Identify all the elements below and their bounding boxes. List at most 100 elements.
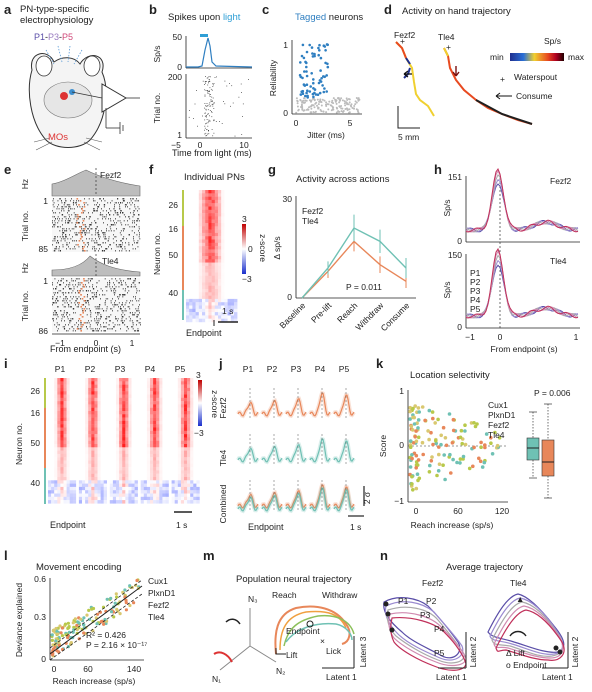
raster-spike (134, 232, 135, 234)
heat-cell (131, 394, 135, 398)
raster-spike (75, 234, 77, 236)
raster-spike (96, 242, 98, 244)
heat-cell (221, 239, 225, 243)
raster-spike (134, 204, 135, 206)
xtick-reach: Reach (335, 300, 360, 325)
heat-cell (103, 457, 107, 461)
heat-cell (224, 259, 228, 263)
heat-cell (125, 483, 129, 488)
raster-spike (59, 198, 61, 200)
heat-cell (60, 493, 64, 497)
heat-cell (184, 397, 188, 402)
heat-cell (60, 447, 64, 451)
heat-cell (184, 500, 188, 504)
raster-spike (52, 302, 54, 304)
point (436, 417, 440, 422)
heat-cell (85, 404, 89, 408)
heat-cell (150, 404, 154, 408)
heat-cell (159, 486, 163, 491)
panel-h-fezf2-traces (465, 167, 579, 233)
heat-cell (122, 430, 126, 435)
tagged-point (302, 56, 306, 60)
panel-j-chart: P1 P2 P3 P4 P5 Fezf2 Tle4 Combined 2 σ 1 s (218, 364, 372, 532)
heat-cell (192, 298, 196, 303)
raster-spike (212, 100, 213, 102)
heat-cell (165, 381, 169, 385)
heat-cell (150, 407, 154, 412)
heat-cell (143, 384, 148, 389)
point (437, 445, 441, 449)
raster-spike (63, 208, 65, 210)
heat-cell (205, 239, 209, 243)
raster-spike (241, 92, 242, 93)
raster-spike (139, 234, 140, 236)
heat-cell (195, 269, 199, 273)
heat-cell (205, 249, 209, 253)
raster-spike (99, 308, 101, 310)
raster-spike (106, 316, 108, 318)
heat-cell (214, 193, 219, 197)
heat-cell (88, 450, 92, 455)
heat-cell (214, 279, 219, 283)
raster-spike (61, 278, 63, 280)
heat-cell (165, 384, 169, 389)
raster-spike (206, 135, 208, 136)
raster-spike (77, 290, 78, 292)
heat-cell (91, 407, 95, 412)
heat-cell (63, 407, 67, 412)
raster-spike (97, 330, 99, 332)
heat-cell (72, 397, 77, 402)
lift-marker (81, 282, 83, 284)
tagged-point (305, 91, 308, 95)
raster-spike (55, 312, 57, 314)
heat-cell (187, 437, 191, 441)
heat-cell (48, 453, 52, 458)
raster-spike (211, 100, 212, 102)
heat-cell (48, 427, 52, 431)
heat-cell (78, 500, 83, 504)
heat-cell (162, 496, 166, 501)
untagged-point (312, 111, 315, 113)
point (408, 439, 413, 443)
heat-cell (214, 252, 219, 257)
heat-cell (218, 302, 222, 306)
raster-spike (77, 282, 79, 284)
heat-cell (109, 437, 114, 441)
heat-cell (156, 417, 160, 422)
heat-cell (205, 236, 209, 240)
raster-spike (57, 226, 59, 228)
heat-cell (60, 450, 64, 455)
heat-cell (218, 246, 222, 250)
tagged-point (301, 89, 305, 93)
heat-cell (63, 496, 67, 501)
raster-spike (106, 210, 107, 212)
heat-cell (85, 493, 89, 497)
heat-cell (193, 384, 197, 389)
raster-spike (204, 84, 205, 85)
trace-p1 (465, 264, 579, 319)
heat-cell (112, 437, 117, 441)
point (128, 603, 132, 608)
raster-spike (137, 242, 139, 244)
untagged-point (322, 110, 325, 113)
heat-cell (195, 246, 199, 250)
raster-spike (90, 316, 92, 318)
raster-spike (208, 103, 210, 105)
heat-cell (103, 427, 107, 431)
heat-cell (119, 480, 123, 484)
heat-cell (230, 272, 235, 276)
heat-cell (97, 453, 101, 458)
heat-cell (156, 480, 160, 484)
heat-cell (234, 226, 238, 230)
tagged-point (306, 89, 309, 92)
heat-cell (103, 440, 107, 445)
heat-cell (146, 440, 151, 445)
raster-spike (212, 103, 214, 105)
heat-cell (143, 480, 148, 484)
raster-spike (136, 234, 138, 236)
heat-cell (230, 236, 235, 240)
heat-cell (184, 427, 188, 431)
raster-spike (135, 248, 136, 250)
heat-cell (227, 289, 231, 293)
lift-marker (76, 328, 79, 330)
